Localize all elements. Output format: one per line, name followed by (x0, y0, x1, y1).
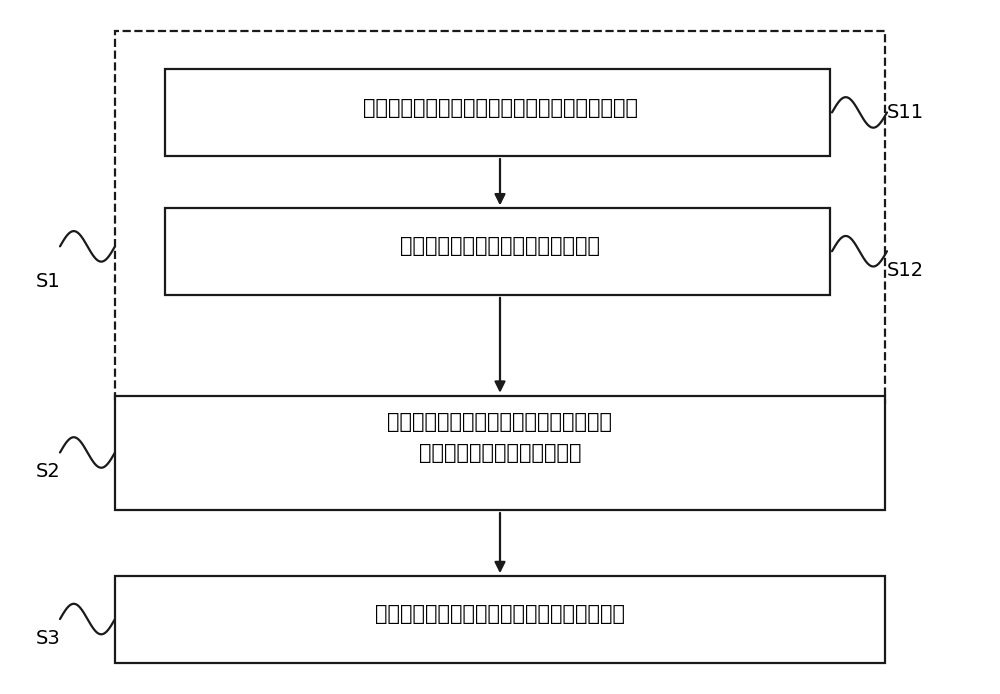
Text: S11: S11 (886, 103, 924, 122)
Text: S3: S3 (36, 629, 60, 648)
Text: S2: S2 (36, 462, 60, 482)
Bar (115, 396, 885, 510)
Text: 采用智能优化算法确定最优充电区间: 采用智能优化算法确定最优充电区间 (400, 237, 600, 256)
Text: S12: S12 (886, 261, 924, 280)
Bar (115, 31, 885, 403)
Text: 在线获取电池最优充电区间电量增长系数
并确定内短路发生的充电循环: 在线获取电池最优充电区间电量增长系数 并确定内短路发生的充电循环 (388, 412, 612, 463)
Text: 离线获取动力电池每个充电循环的电压、电流数据: 离线获取动力电池每个充电循环的电压、电流数据 (362, 98, 638, 117)
Bar (165, 208, 830, 295)
Bar (165, 69, 830, 156)
Text: S1: S1 (36, 271, 60, 291)
Text: 定量计算单体电池发生内短路循环的短路阻值: 定量计算单体电池发生内短路循环的短路阻值 (375, 604, 625, 624)
Bar (115, 576, 885, 663)
